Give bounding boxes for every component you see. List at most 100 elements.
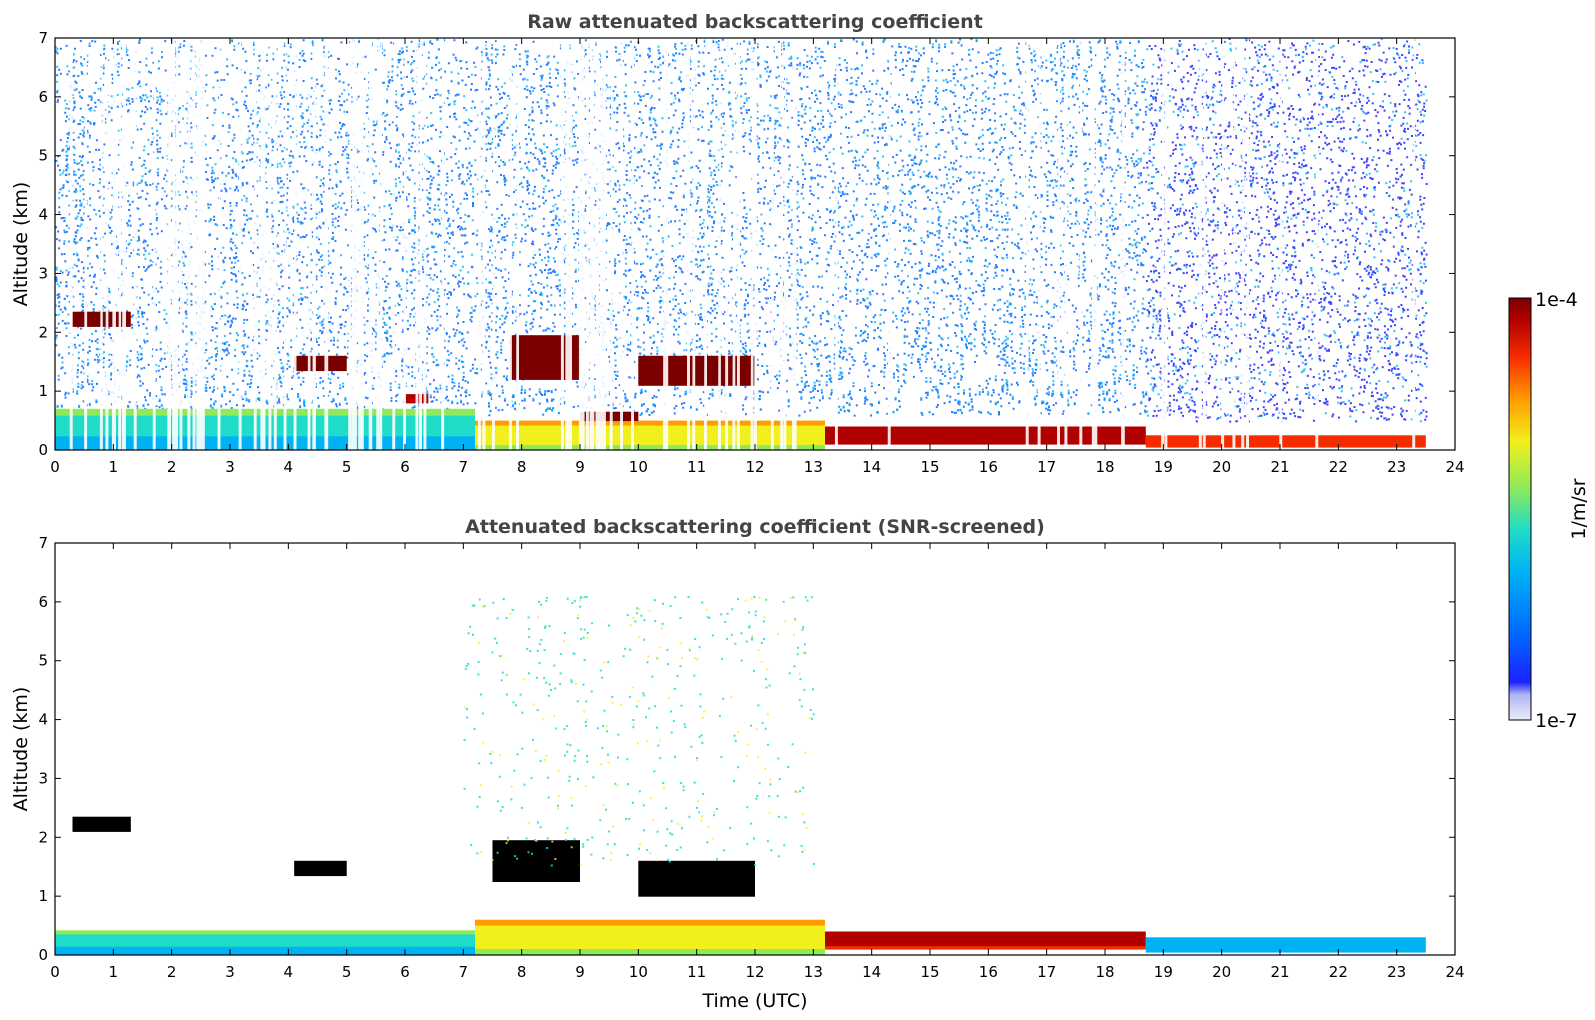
y-tick-label: 7 (38, 29, 48, 47)
layer-cloud (638, 355, 755, 386)
x-tick-label: 12 (745, 458, 764, 476)
x-tick-label: 21 (1270, 963, 1289, 981)
y-tick-label: 4 (38, 711, 48, 729)
colorbar-unit-label: 1/m/sr (1568, 478, 1590, 539)
layer-cloud (580, 411, 639, 422)
x-tick-label: 20 (1212, 458, 1231, 476)
x-tick-label: 4 (284, 458, 294, 476)
x-tick-label: 6 (400, 458, 410, 476)
x-tick-label: 8 (517, 458, 527, 476)
x-tick-label: 19 (1154, 963, 1173, 981)
layer-cloud-saturated (294, 860, 347, 877)
x-tick-label: 10 (629, 963, 648, 981)
layer-aerosol-layer-night (1145, 435, 1426, 448)
layer-scattered-signal (463, 596, 815, 867)
panel-screened-heatmap (55, 596, 1426, 955)
data-gaps (69, 38, 1416, 450)
x-tick-label: 5 (342, 458, 352, 476)
x-tick-label: 16 (979, 458, 998, 476)
x-tick-label: 3 (225, 963, 235, 981)
colorbar: 1e-4 1e-7 1/m/sr (1508, 289, 1590, 732)
x-tick-label: 23 (1387, 458, 1406, 476)
x-tick-label: 16 (979, 963, 998, 981)
x-tick-label: 21 (1270, 458, 1289, 476)
x-tick-label: 4 (284, 963, 294, 981)
x-tick-label: 17 (1037, 963, 1056, 981)
colorbar-max-label: 1e-4 (1535, 289, 1578, 311)
x-tick-label: 12 (745, 963, 764, 981)
x-tick-label: 20 (1212, 963, 1231, 981)
panel-screened-y-label: Altitude (km) (10, 687, 32, 812)
x-tick-label: 17 (1037, 458, 1056, 476)
x-tick-label: 9 (575, 963, 585, 981)
panel-raw-y-label: Altitude (km) (10, 182, 32, 307)
layer-cloud-saturated (638, 860, 755, 897)
y-tick-label: 5 (38, 652, 48, 670)
y-tick-label: 7 (38, 534, 48, 552)
x-tick-label: 11 (687, 963, 706, 981)
layer-noise-background-late (1145, 38, 1428, 423)
x-tick-label: 7 (459, 963, 469, 981)
y-tick-label: 0 (38, 946, 48, 964)
x-tick-label: 18 (1095, 963, 1114, 981)
panel-screened-x-ticks: 0 1 2 3 4 5 6 7 8 9 10 11 12 13 14 15 16 17 18 19 20 21 22 23 24 (50, 543, 1465, 981)
y-tick-label: 4 (38, 206, 48, 224)
x-tick-label: 3 (225, 458, 235, 476)
y-tick-label: 2 (38, 828, 48, 846)
x-tick-label: 0 (50, 458, 60, 476)
x-tick-label: 11 (687, 458, 706, 476)
y-tick-label: 6 (38, 593, 48, 611)
x-tick-label: 2 (167, 458, 177, 476)
x-tick-label: 10 (629, 458, 648, 476)
x-tick-label: 14 (862, 458, 881, 476)
x-tick-label: 24 (1445, 458, 1464, 476)
panel-raw: Raw attenuated backscattering coefficien… (10, 11, 1465, 476)
layer-aerosol-layer-night (1145, 937, 1426, 953)
colorbar-gradient (1508, 297, 1532, 721)
layer-cloud (510, 335, 580, 380)
x-tick-label: 7 (459, 458, 469, 476)
x-tick-label: 22 (1329, 458, 1348, 476)
x-tick-label: 13 (804, 963, 823, 981)
x-tick-label: 19 (1154, 458, 1173, 476)
layer-boundary-layer-morning (55, 930, 475, 955)
y-tick-label: 3 (38, 264, 48, 282)
layer-cloud (294, 355, 347, 372)
panel-screened-y-ticks: 0 1 2 3 4 5 6 7 (38, 534, 1455, 964)
x-tick-label: 13 (804, 458, 823, 476)
layer-aerosol-layer-evening (825, 426, 1146, 445)
x-tick-label: 22 (1329, 963, 1348, 981)
panel-raw-y-ticks: 0 1 2 3 4 5 6 7 (38, 29, 1455, 459)
y-tick-label: 1 (38, 887, 48, 905)
x-tick-label: 5 (342, 963, 352, 981)
x-tick-label: 18 (1095, 458, 1114, 476)
layer-cloud-saturated (72, 816, 131, 832)
y-tick-label: 0 (38, 441, 48, 459)
y-tick-label: 2 (38, 323, 48, 341)
layer-boundary-layer-day (475, 420, 825, 450)
panel-screened-title: Attenuated backscattering coefficient (S… (465, 516, 1045, 538)
panel-raw-title: Raw attenuated backscattering coefficien… (527, 11, 983, 33)
layer-cloud-saturated (492, 840, 580, 882)
x-tick-label: 15 (920, 458, 939, 476)
y-tick-label: 5 (38, 147, 48, 165)
x-tick-label: 24 (1445, 963, 1464, 981)
x-tick-label: 15 (920, 963, 939, 981)
x-axis-label: Time (UTC) (701, 990, 807, 1012)
x-tick-label: 14 (862, 963, 881, 981)
layer-aerosol-layer-evening (825, 931, 1146, 950)
x-tick-label: 8 (517, 963, 527, 981)
x-tick-label: 2 (167, 963, 177, 981)
panel-screened: Attenuated backscattering coefficient (S… (10, 516, 1465, 1012)
y-tick-label: 3 (38, 769, 48, 787)
x-tick-label: 6 (400, 963, 410, 981)
y-tick-label: 6 (38, 88, 48, 106)
x-tick-label: 1 (109, 963, 119, 981)
panel-raw-x-ticks: 0 1 2 3 4 5 6 7 8 9 10 11 12 13 14 15 16 17 18 19 20 21 22 23 24 (50, 38, 1465, 476)
layer-boundary-layer-day (475, 919, 825, 955)
x-tick-label: 0 (50, 963, 60, 981)
y-tick-label: 1 (38, 382, 48, 400)
x-tick-label: 9 (575, 458, 585, 476)
x-tick-label: 1 (109, 458, 119, 476)
